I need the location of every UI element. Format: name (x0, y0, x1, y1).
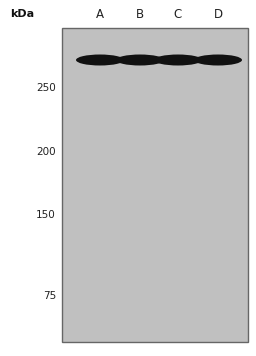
Text: A: A (96, 7, 104, 21)
Text: 250: 250 (36, 83, 56, 93)
Text: kDa: kDa (10, 9, 34, 19)
Bar (62, 28, 248, 342)
Ellipse shape (116, 54, 164, 66)
Text: 200: 200 (36, 147, 56, 157)
Ellipse shape (194, 54, 242, 66)
Text: B: B (136, 7, 144, 21)
Text: 150: 150 (36, 210, 56, 220)
Text: 75: 75 (43, 291, 56, 301)
Ellipse shape (76, 54, 124, 66)
Text: C: C (174, 7, 182, 21)
Text: D: D (214, 7, 222, 21)
Ellipse shape (154, 54, 202, 66)
